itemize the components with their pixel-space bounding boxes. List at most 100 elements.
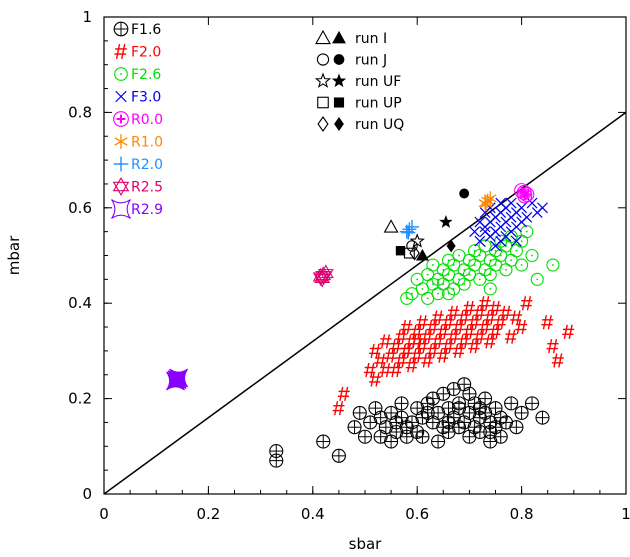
legend-marker <box>113 21 129 37</box>
series-r2-5 <box>312 264 334 288</box>
data-point <box>473 329 486 344</box>
data-point <box>483 282 497 296</box>
run-i-points <box>383 219 429 261</box>
data-point-open <box>409 245 420 261</box>
y-tick-label: 1 <box>82 8 92 26</box>
data-point <box>421 353 434 368</box>
data-point <box>457 310 470 325</box>
legend-marker-open <box>317 116 329 132</box>
data-point <box>517 188 533 204</box>
data-point <box>489 300 502 316</box>
data-point <box>462 386 477 401</box>
data-point <box>269 453 284 468</box>
y-tick-label: 0 <box>82 485 92 503</box>
data-point <box>510 310 522 325</box>
data-point <box>421 329 434 344</box>
legend-label: F2.6 <box>131 67 161 83</box>
data-point <box>416 315 429 330</box>
legend-label: run J <box>355 53 387 69</box>
run-j-points <box>406 188 470 252</box>
legend-marker-open <box>315 29 331 45</box>
data-point-filled <box>459 188 470 199</box>
data-point <box>489 324 502 339</box>
data-point <box>505 197 517 209</box>
data-point <box>469 226 481 238</box>
legend-item-r1-0: R1.0 <box>114 134 163 151</box>
data-point <box>535 410 550 425</box>
legend-item-run-j: run J <box>316 53 387 69</box>
data-point <box>337 386 350 401</box>
data-point <box>363 362 376 378</box>
x-tick-label: 0.8 <box>510 505 534 523</box>
data-point <box>478 319 491 335</box>
legend-item-f1-6: F1.6 <box>113 21 161 38</box>
series-f2-6 <box>400 225 560 305</box>
legend-marker-filled <box>331 73 347 88</box>
data-point <box>510 235 522 247</box>
y-tick-label: 0.2 <box>68 390 92 408</box>
data-point <box>509 244 523 258</box>
data-point <box>488 401 503 416</box>
series-f1-6 <box>269 377 550 468</box>
data-point <box>520 296 533 311</box>
legend-marker <box>113 156 129 172</box>
y-tick-label: 0.4 <box>68 294 92 312</box>
data-point <box>531 207 543 218</box>
legend-marker-filled <box>333 97 345 108</box>
data-point <box>352 405 367 420</box>
data-point <box>368 401 383 416</box>
data-point <box>452 343 465 359</box>
data-point <box>541 315 554 330</box>
data-point <box>442 315 455 330</box>
legend-label: run I <box>355 31 387 47</box>
legend-label: R2.5 <box>131 180 163 196</box>
data-point <box>379 362 392 378</box>
data-point <box>463 300 475 316</box>
data-point-open <box>409 233 425 248</box>
data-point-filled <box>415 248 429 261</box>
legend-item-r0-0: R0.0 <box>113 111 163 128</box>
data-point <box>426 343 439 359</box>
legend-marker <box>114 44 127 59</box>
data-point <box>400 319 413 335</box>
y-axis-title: mbar <box>5 235 23 275</box>
data-point <box>331 448 346 463</box>
reference-line <box>103 111 627 495</box>
x-tick-label: 0.4 <box>301 505 325 523</box>
data-point <box>468 315 481 330</box>
data-point <box>524 396 540 411</box>
legend-label: R2.0 <box>131 157 163 173</box>
data-point <box>384 434 399 449</box>
data-point <box>494 315 507 330</box>
data-point <box>473 305 486 320</box>
data-point <box>474 235 486 247</box>
data-point <box>504 329 517 344</box>
data-point <box>478 296 491 311</box>
data-point <box>463 324 475 339</box>
data-point <box>468 338 481 354</box>
legend-label: R0.0 <box>131 112 163 128</box>
data-point <box>431 334 444 349</box>
data-point <box>546 258 560 272</box>
data-point <box>441 415 456 430</box>
data-point <box>169 368 189 388</box>
data-point <box>441 287 456 301</box>
data-point <box>442 338 455 354</box>
x-tick-label: 1 <box>621 505 630 523</box>
legend-marker <box>111 199 131 219</box>
data-point <box>374 353 387 368</box>
data-point <box>551 353 564 368</box>
legend-item-run-i: run I <box>315 29 387 47</box>
diagonal-line <box>103 111 627 495</box>
data-point <box>369 372 382 387</box>
legend-item-run-up: run UP <box>317 96 402 112</box>
data-point <box>357 429 373 444</box>
data-point <box>431 434 446 449</box>
legend-marker <box>113 111 129 127</box>
legend-item-r2-5: R2.5 <box>112 177 163 196</box>
data-point <box>395 329 408 344</box>
data-point <box>483 424 498 440</box>
data-point <box>472 401 487 416</box>
data-point <box>410 348 423 363</box>
